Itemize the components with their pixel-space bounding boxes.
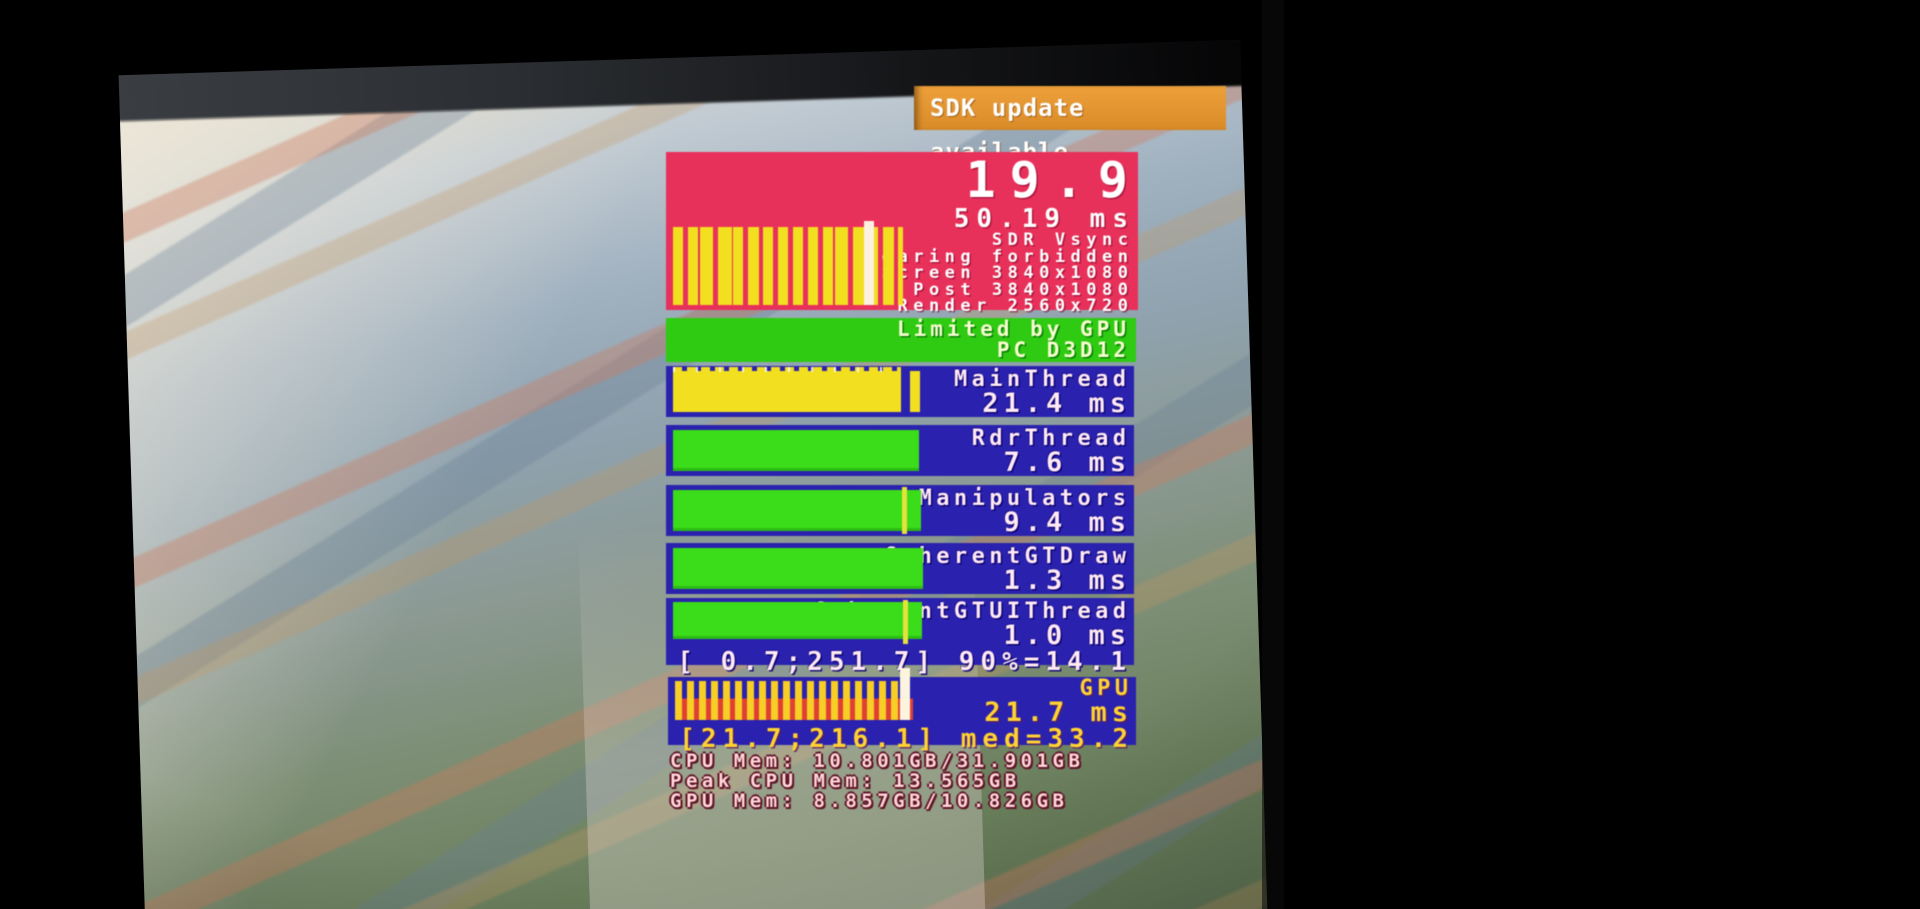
- sdk-update-banner[interactable]: SDK update available: [914, 86, 1226, 166]
- mainthread-bar: [673, 367, 901, 412]
- gpu-histogram: [675, 681, 913, 720]
- tearing-state: Tearing forbidden: [866, 246, 1134, 267]
- gpu-name: GPU: [1079, 676, 1133, 701]
- post-resolution: Post 3840x1080: [913, 279, 1134, 300]
- display-mode: SDR Vsync: [991, 230, 1134, 250]
- thread-value: 9.4 ms: [1003, 507, 1131, 538]
- thread-value: 1.3 ms: [1003, 565, 1131, 596]
- gpu-histogram-peak: [900, 668, 910, 720]
- frame-time: 50.19 ms: [953, 204, 1135, 234]
- limiter-panel: Limited by GPU PC D3D12: [666, 318, 1136, 362]
- coherentgtdraw-panel: CoherentGTDraw 1.3 ms: [666, 543, 1134, 594]
- thread-value: 7.6 ms: [1003, 447, 1131, 478]
- coherentgtdraw-bar: [673, 548, 923, 589]
- frame-time-histogram-peak: [864, 221, 874, 305]
- limiter-text: Limited by GPU: [896, 317, 1130, 341]
- thread-value: 21.4 ms: [982, 388, 1131, 419]
- thread-value: 1.0 ms: [1003, 620, 1131, 651]
- thread-stats: [ 0.7;251.7] 90%=14.1: [677, 647, 1132, 677]
- thread-name: MainThread: [953, 367, 1131, 392]
- manipulators-panel: Manipulators 9.4 ms: [666, 485, 1134, 536]
- thread-name: CoherentGTDraw: [883, 544, 1131, 569]
- thread-name: RdrThread: [971, 426, 1131, 451]
- cpu-memory: CPU Mem: 10.801GB/31.901GB: [670, 750, 1085, 772]
- manipulators-bar: [673, 490, 921, 531]
- render-resolution: Render 2560x720: [897, 296, 1134, 316]
- coherentgtuithread-bar: [673, 602, 922, 639]
- thread-name: Manipulators: [918, 486, 1131, 511]
- screen-resolution: Screen 3840x1080: [881, 263, 1134, 283]
- memory-block: CPU Mem: 10.801GB/31.901GB Peak CPU Mem:…: [670, 751, 1140, 811]
- gpu-memory: GPU Mem: 8.857GB/10.826GB: [670, 790, 1069, 812]
- rdrthread-panel: RdrThread 7.6 ms: [666, 425, 1134, 476]
- gpu-stats: [21.7;216.1] med=33.2: [679, 724, 1134, 754]
- rdrthread-bar: [673, 430, 919, 471]
- renderer-api: PC D3D12: [996, 338, 1130, 362]
- peak-cpu-memory: Peak CPU Mem: 13.565GB: [670, 770, 1021, 792]
- mainthread-panel: MainThread 21.4 ms: [666, 366, 1134, 417]
- fps-value: 19.9: [965, 151, 1142, 209]
- coherentgtuithread-panel: CoherentGTUIThread 1.0 ms [ 0.7;251.7] 9…: [666, 598, 1134, 675]
- gpu-value: 21.7 ms: [984, 697, 1133, 728]
- fps-panel: 19.9 50.19 ms SDR Vsync Tearing forbidde…: [666, 152, 1138, 314]
- gpu-panel: GPU 21.7 ms [21.7;216.1] med=33.2: [668, 668, 1136, 752]
- coherentgtuithread-tick: [903, 600, 908, 644]
- monitor-side-edge: [1262, 0, 1284, 909]
- mainthread-bar-spike: [910, 371, 920, 412]
- manipulators-tick: [902, 487, 907, 534]
